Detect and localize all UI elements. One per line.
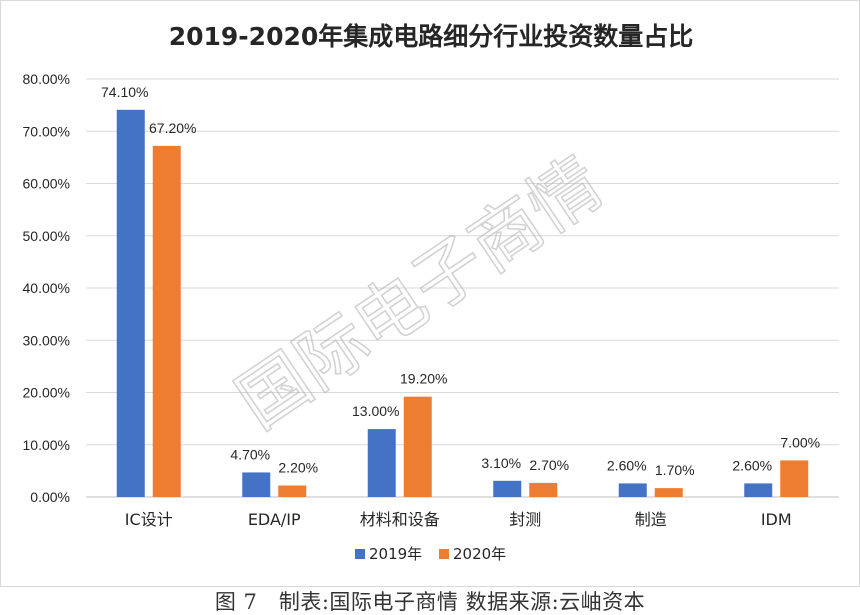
data-label: 2.70% xyxy=(529,457,569,473)
chart-frame: 2019-2020年集成电路细分行业投资数量占比 74.10% 67.20% 4.7… xyxy=(0,0,860,587)
grid-layer xyxy=(86,78,839,498)
bar-2020年-材料和设备 xyxy=(403,396,432,497)
data-label: 13.00% xyxy=(352,403,399,419)
y-tick-label: 60.00% xyxy=(23,176,70,192)
legend-swatch xyxy=(355,549,365,559)
legend-label: 2019年 xyxy=(369,545,422,563)
bar-2019年-制造 xyxy=(618,483,647,497)
legend: 2019年 2020年 xyxy=(355,545,506,563)
data-label: 2.20% xyxy=(278,460,318,476)
x-tick-label: 制造 xyxy=(635,510,667,529)
y-tick-label: 0.00% xyxy=(30,489,70,505)
bar-2020年-IC设计 xyxy=(152,145,181,497)
chart-title: 2019-2020年集成电路细分行业投资数量占比 xyxy=(169,22,694,51)
bar-2019年-IDM xyxy=(744,483,773,497)
y-tick-label: 40.00% xyxy=(23,280,70,296)
y-tick-label: 20.00% xyxy=(23,385,70,401)
bar-2020年-EDA/IP xyxy=(278,485,307,497)
bar-2020年-IDM xyxy=(780,460,809,497)
bar-2019年-封测 xyxy=(493,480,522,497)
bars-layer xyxy=(116,109,809,497)
data-label: 19.20% xyxy=(400,371,447,387)
y-tick-label: 30.00% xyxy=(23,332,70,348)
bar-chart: 2019-2020年集成电路细分行业投资数量占比 74.10% 67.20% 4.7… xyxy=(23,22,839,563)
x-tick-label: 材料和设备 xyxy=(360,510,440,529)
data-label: 67.20% xyxy=(149,120,196,136)
y-tick-label: 50.00% xyxy=(23,228,70,244)
bar-2020年-封测 xyxy=(529,482,558,497)
legend-swatch xyxy=(439,549,449,559)
y-tick-label: 80.00% xyxy=(23,71,70,87)
data-label: 2.60% xyxy=(732,457,772,473)
legend-label: 2020年 xyxy=(453,545,506,563)
y-tick-label: 10.00% xyxy=(23,437,70,453)
x-tick-label: IDM xyxy=(761,510,792,529)
bar-2020年-制造 xyxy=(654,488,683,497)
x-tick-label: EDA/IP xyxy=(248,510,301,529)
data-label: 2.60% xyxy=(607,457,647,473)
data-label: 74.10% xyxy=(101,84,148,100)
data-labels-layer: 74.10% 67.20% 4.70% 2.20% 13.00%19.20% 3.10% 2… xyxy=(101,84,820,478)
data-label: 3.10% xyxy=(481,455,521,471)
y-tick-label: 70.00% xyxy=(23,123,70,139)
bar-2019年-IC设计 xyxy=(116,109,145,497)
data-label: 1.70% xyxy=(655,462,695,478)
data-label: 7.00% xyxy=(780,434,820,450)
x-tick-label: 封测 xyxy=(509,510,541,529)
x-tick-label: IC设计 xyxy=(125,510,173,529)
axis-layer: 0.00% 10.00% 20.00% 30.00% 40.00% 50.00% 60.00… xyxy=(23,71,792,529)
figure-caption: 图 7 制表:国际电子商情 数据来源:云岫资本 xyxy=(214,590,646,614)
data-label: 4.70% xyxy=(230,446,270,462)
bar-2019年-EDA/IP xyxy=(242,472,271,497)
bar-2019年-材料和设备 xyxy=(367,429,396,497)
